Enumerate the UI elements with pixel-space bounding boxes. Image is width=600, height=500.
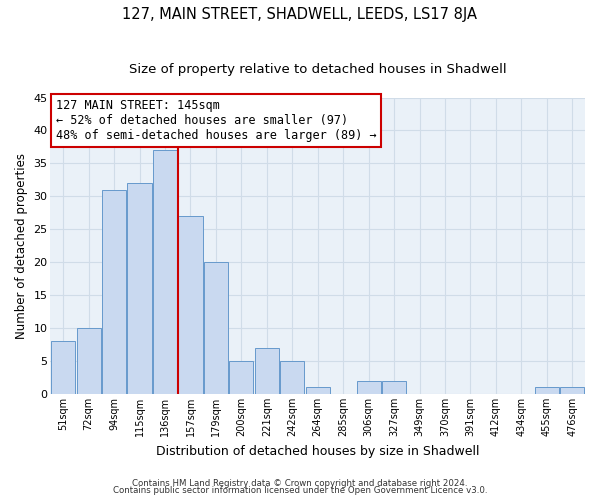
Bar (178, 216, 203, 394)
Bar (153, 150, 177, 394)
Bar (51, 342, 75, 394)
Bar (280, 361, 304, 394)
Bar (560, 388, 584, 394)
Bar (102, 190, 126, 394)
Bar (127, 183, 152, 394)
Bar (535, 388, 559, 394)
Bar (255, 348, 279, 394)
Bar (382, 381, 406, 394)
Bar (356, 381, 381, 394)
Text: 127, MAIN STREET, SHADWELL, LEEDS, LS17 8JA: 127, MAIN STREET, SHADWELL, LEEDS, LS17 … (122, 8, 478, 22)
Title: Size of property relative to detached houses in Shadwell: Size of property relative to detached ho… (129, 62, 506, 76)
Bar (77, 328, 101, 394)
Text: Contains HM Land Registry data © Crown copyright and database right 2024.: Contains HM Land Registry data © Crown c… (132, 478, 468, 488)
Bar (229, 361, 253, 394)
Text: Contains public sector information licensed under the Open Government Licence v3: Contains public sector information licen… (113, 486, 487, 495)
Bar (305, 388, 330, 394)
Text: 127 MAIN STREET: 145sqm
← 52% of detached houses are smaller (97)
48% of semi-de: 127 MAIN STREET: 145sqm ← 52% of detache… (56, 99, 376, 142)
Bar (204, 262, 228, 394)
Y-axis label: Number of detached properties: Number of detached properties (15, 153, 28, 339)
X-axis label: Distribution of detached houses by size in Shadwell: Distribution of detached houses by size … (156, 444, 479, 458)
